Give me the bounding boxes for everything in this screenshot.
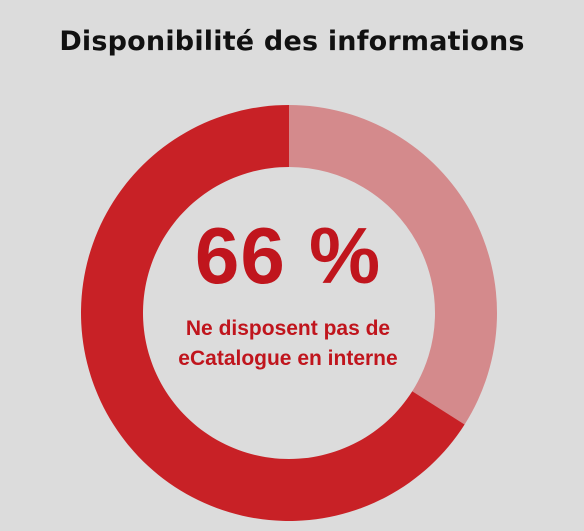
chart-title: Disponibilité des informations [59,26,525,57]
percentage-caption: Ne disposent pas de eCatalogue en intern… [178,317,398,370]
donut-slices [81,105,497,521]
center-label: 66 % Ne disposent pas de eCatalogue en i… [150,210,426,374]
donut-slice-secondary [289,105,497,425]
donut-slice-primary [81,105,465,521]
percentage-value: 66 % [194,211,382,300]
